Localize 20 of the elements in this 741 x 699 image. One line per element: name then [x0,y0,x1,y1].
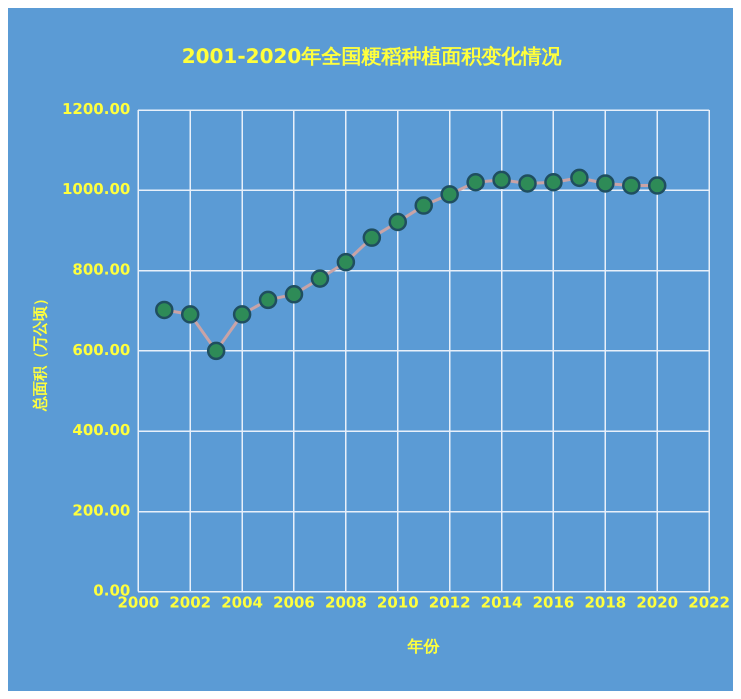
chart-title: 2001-2020年全国粳稻种植面积变化情况 [182,44,562,68]
x-tick-label: 2010 [376,594,419,612]
x-axis-title: 年份 [406,636,441,656]
y-tick-label: 200.00 [72,501,130,520]
y-tick-label: 1200.00 [62,100,130,118]
x-tick-label: 2022 [688,594,730,612]
y-tick-label: 400.00 [72,421,130,440]
y-axis-title: 总面积（万公顷） [30,290,49,412]
x-tick-label: 2020 [636,594,678,612]
y-tick-label: 600.00 [72,340,130,359]
x-tick-label: 2006 [273,594,315,612]
x-tick-label: 2008 [325,594,367,612]
x-tick-label: 2002 [169,594,212,612]
y-tick-label: 1000.00 [62,180,130,198]
x-tick-label: 2012 [428,594,471,612]
x-tick-label: 2018 [584,594,626,612]
x-tick-label: 2004 [221,594,263,612]
x-tick-label: 2016 [532,594,574,612]
x-tick-label: 2014 [480,594,522,612]
y-tick-label: 800.00 [72,260,130,278]
